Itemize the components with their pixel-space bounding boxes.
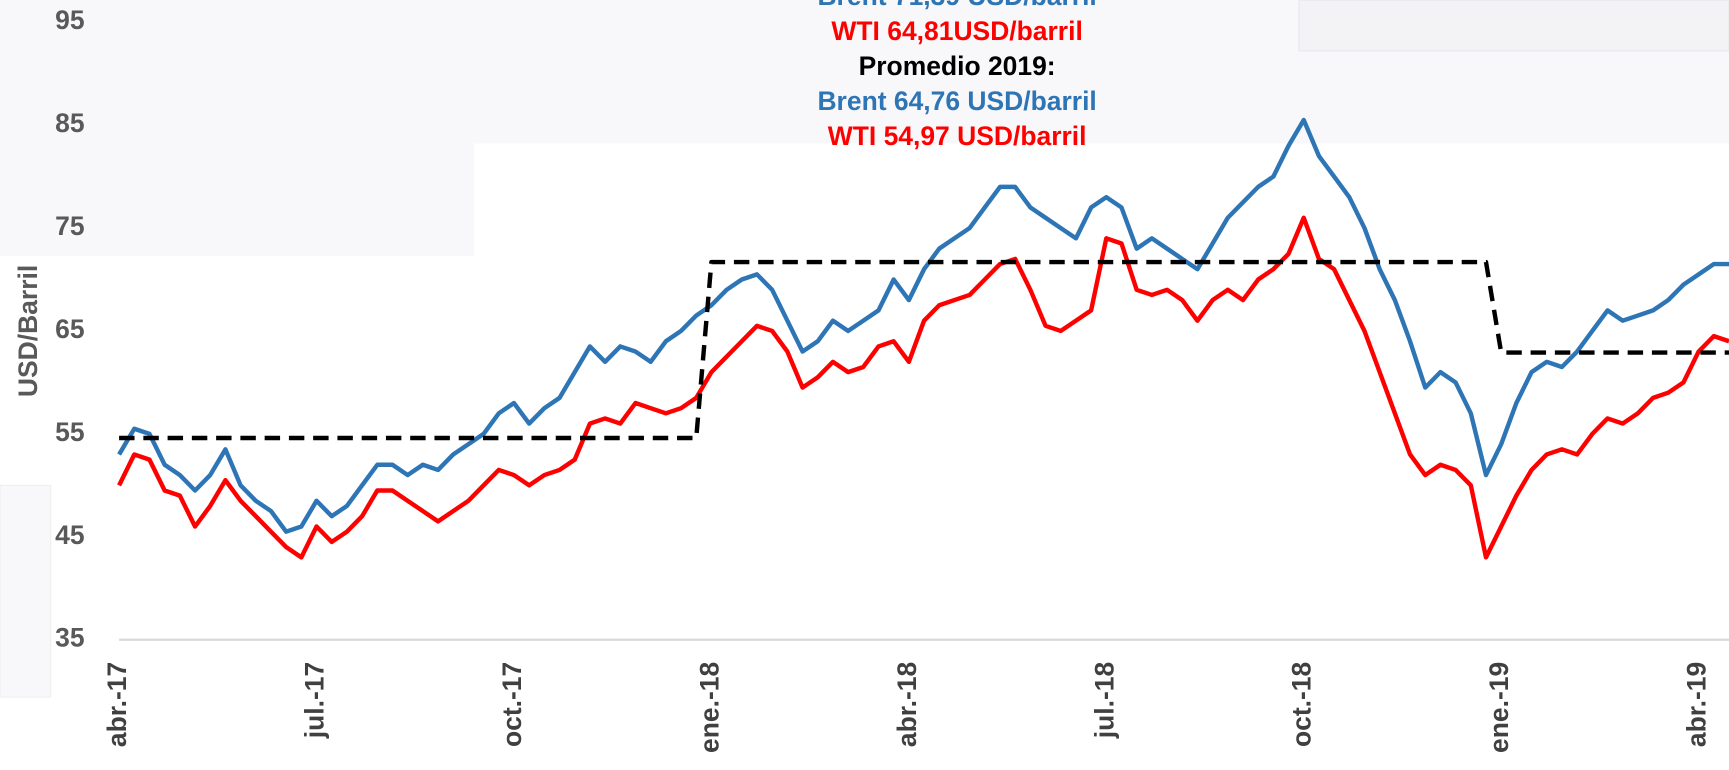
x-tick-label: abr.-17 [102,662,132,747]
annotation: Brent 64,76 USD/barril [817,86,1096,116]
background-panel [0,143,475,256]
background-panel [0,484,52,698]
annotation: Promedio 2019: [859,51,1056,81]
x-tick-label: abr.-19 [1682,662,1712,747]
annotation: WTI 54,97 USD/barril [828,121,1087,151]
x-tick-label: abr.-18 [892,662,922,747]
y-tick-label: 35 [55,623,84,653]
y-tick-label: 85 [55,108,84,138]
x-tick-label: ene.-19 [1484,662,1514,753]
x-tick-label: ene.-18 [694,662,724,753]
annotation: Brent 71,39 USD/barril [817,0,1096,11]
background-panel [1298,0,1729,52]
price-line [117,215,1729,560]
x-tick-label: jul.-17 [300,662,330,739]
average-line [119,259,1729,441]
annotation: WTI 64,81USD/barril [831,16,1082,46]
x-tick-label: oct.-18 [1287,662,1317,747]
price-line [117,117,1729,534]
x-tick-label: jul.-18 [1089,662,1119,739]
y-tick-label: 65 [55,314,84,344]
y-tick-label: 45 [55,520,84,550]
y-tick-label: 95 [55,5,84,35]
y-tick-label: 55 [55,417,84,447]
x-tick-label: oct.-17 [497,662,527,747]
y-axis-label: USD/Barril [13,265,43,397]
y-tick-label: 75 [55,211,84,241]
